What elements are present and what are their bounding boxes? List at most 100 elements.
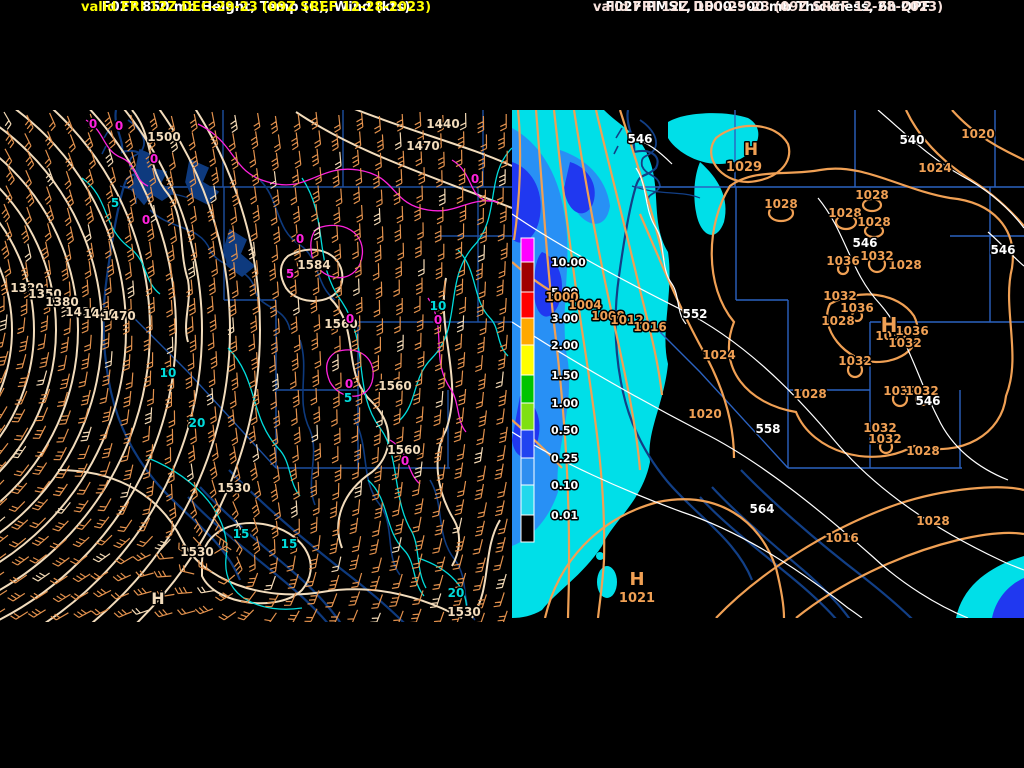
pressure-contour-label: 1032 (888, 336, 921, 350)
height-contour-label: 1380 (45, 295, 78, 309)
height-contour-label: 1560 (324, 317, 357, 331)
pressure-contour-label: 1012 (610, 313, 643, 327)
pressure-contour-label: 1028 (821, 314, 854, 328)
thickness-contours (512, 110, 1024, 618)
colorbar-value-label: 0.50 (551, 424, 578, 437)
thickness-contour-label: 558 (755, 422, 780, 436)
high-center-value: 1021 (619, 591, 655, 606)
pressure-contour-label: 1036 (826, 254, 859, 268)
temp-contour-label-magenta: 0 (115, 119, 123, 133)
pressure-contour-label: 1028 (793, 387, 826, 401)
colorbar-cell (520, 514, 535, 543)
height-contour-label: 1530 (447, 605, 480, 619)
temp-contour-label-cyan: 15 (281, 537, 298, 551)
height-contour-label: 1410 (65, 305, 98, 319)
left-caption-valid-time: valid FRI 12Z DEC-29-23 (09Z SREF 12-28-… (80, 0, 432, 15)
pressure-contour-label: 1016 (825, 531, 858, 545)
temp-contour-label-magenta: 0 (434, 313, 442, 327)
temp-contour-label-cyan: 10 (160, 366, 177, 380)
thickness-contour-label: 546 (990, 243, 1015, 257)
temp-contour-label-magenta: 5 (286, 267, 294, 281)
panel-pmsl-map: 10.00 5.00 3.00 2.00 1.50 1.00 0.50 0.25 0.10 0.0… (512, 110, 1024, 618)
left-map-labels: 1500144014701320135013801410144014701584… (9, 116, 482, 621)
temp-contours-cyan (81, 147, 512, 615)
thickness-contour-label: 564 (749, 502, 774, 516)
wind-barb-field (0, 111, 508, 622)
wind-barbs (0, 111, 508, 622)
pressure-contour-label: 1028 (888, 258, 921, 272)
colorbar-value-label: 0.01 (551, 509, 578, 522)
thickness-contour-label: 546 (852, 236, 877, 250)
temp-contour-label-magenta: 0 (346, 312, 354, 326)
pressure-contour-label: 1024 (918, 161, 951, 175)
right-caption-valid-time: valid FRI 12Z DEC-29-23 (09Z SREF 12-28-… (592, 0, 944, 15)
qpf-shading (512, 110, 1024, 618)
thickness-contour-label: 546 (627, 132, 652, 146)
temp-contour-label-magenta: 0 (296, 232, 304, 246)
high-center-value: 1029 (726, 160, 762, 175)
pressure-contour-label: 1032 (883, 384, 916, 398)
colorbar-cell (520, 484, 535, 516)
pressure-contour-label: 1032 (863, 421, 896, 435)
colorbar-value-label: 1.50 (551, 369, 578, 382)
colorbar-value-label: 5.00 (551, 286, 578, 299)
thickness-contour-label: 552 (682, 307, 707, 321)
pressure-contour-label: 1024 (702, 348, 735, 362)
colorbar-cell (520, 457, 535, 486)
pressure-contour-label: 1020 (688, 407, 721, 421)
pressure-contour-label: 1028 (857, 215, 890, 229)
temp-contour-label-cyan: 5 (111, 196, 119, 210)
temp-contour-label-cyan: 15 (233, 527, 250, 541)
high-center-marker: H (881, 313, 898, 337)
temp-contour-label-magenta: 0 (345, 377, 353, 391)
colorbar-cell (520, 429, 535, 459)
colorbar-cell (520, 344, 535, 376)
height-contour-label: 1584 (297, 258, 330, 272)
pressure-contour-label: 1004 (568, 298, 601, 312)
temp-contour-label-magenta: 0 (89, 117, 97, 131)
qpf-colorbar: 10.00 5.00 3.00 2.00 1.50 1.00 0.50 0.25 0.10 0.0… (520, 237, 588, 543)
temp-contours-magenta (85, 119, 499, 485)
colorbar-cell (520, 261, 535, 293)
height-contour-label: 1470 (102, 309, 135, 323)
colorbar-value-label: 0.25 (551, 452, 578, 465)
height-contour-label: 1560 (387, 443, 420, 457)
temp-contour-label-cyan: 20 (448, 586, 465, 600)
pressure-contour-label: 1028 (906, 444, 939, 458)
pressure-contour-label: 1036 (895, 324, 928, 338)
colorbar-value-label: 10.00 (551, 256, 586, 269)
pressure-contour-label: 1032 (823, 289, 856, 303)
left-caption-title: F027 850 mb Height, Temp (C), Wind (kts) (101, 0, 411, 15)
thickness-contour-label: 546 (915, 394, 940, 408)
height-contour-label: 1530 (180, 545, 213, 559)
thickness-contour-label: 540 (899, 133, 924, 147)
colorbar-value-label: 0.10 (551, 479, 578, 492)
temp-contour-label-magenta: 0 (401, 454, 409, 468)
colorbar-value-label: 2.00 (551, 339, 578, 352)
temp-contour-label-magenta: 0 (142, 213, 150, 227)
height-contours (0, 110, 512, 622)
high-center-marker: H (151, 589, 164, 608)
state-borders-left (123, 110, 512, 469)
pressure-contour-label: 1020 (961, 127, 994, 141)
panel-850mb-map: 1500144014701320135013801410144014701584… (0, 110, 512, 622)
wind-barbs (0, 111, 507, 622)
pressure-contour-label: 1032 (905, 384, 938, 398)
pressure-contour-label: 1016 (633, 320, 666, 334)
pressure-contour-label: 1000 (545, 290, 578, 304)
temp-contour-label-magenta: 0 (150, 152, 158, 166)
height-contour-label: 1350 (28, 287, 61, 301)
height-contour-label: 1440 (426, 117, 459, 131)
colorbar-cell (520, 317, 535, 346)
temp-contour-label-cyan: 20 (189, 416, 206, 430)
colorbar-cell (520, 291, 535, 319)
pressure-contour-label: 1008 (591, 309, 624, 323)
colorbar-cell (520, 237, 535, 263)
colorbar-cell (520, 374, 535, 404)
height-contour-label: 1470 (406, 139, 439, 153)
height-contour-label: 1530 (217, 481, 250, 495)
pressure-contour-label: 1032 (868, 432, 901, 446)
pressure-contour-label: 1036 (840, 301, 873, 315)
